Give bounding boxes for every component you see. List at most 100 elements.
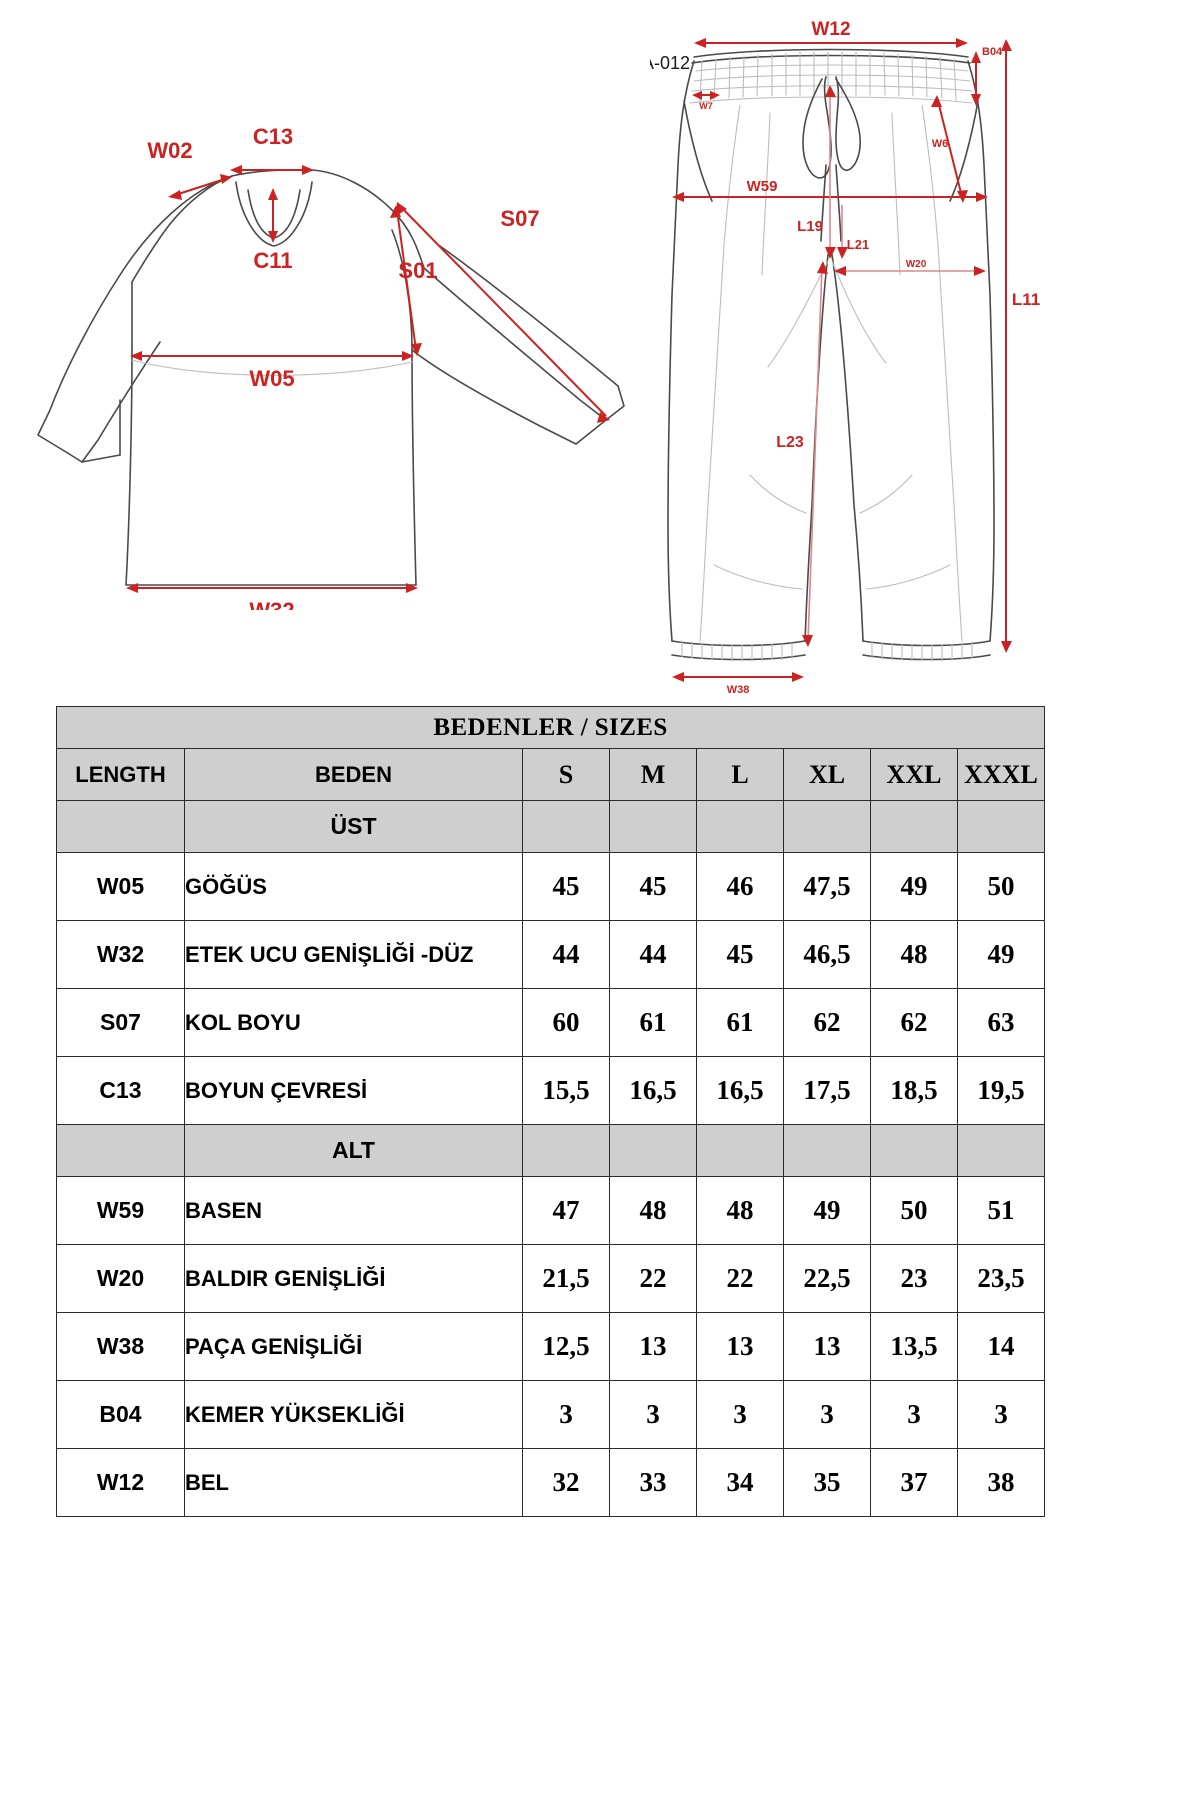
measurement-name: KEMER YÜKSEKLİĞİ <box>184 1380 523 1449</box>
section-label: ALT <box>184 1124 523 1177</box>
header-size-l: L <box>696 748 784 801</box>
section-empty-cell <box>522 800 610 853</box>
measurement-value: 33 <box>609 1448 697 1517</box>
measurement-name: BASEN <box>184 1176 523 1245</box>
measurement-value: 3 <box>870 1380 958 1449</box>
section-empty-cell <box>870 800 958 853</box>
measurement-value: 50 <box>870 1176 958 1245</box>
section-empty-cell <box>783 800 871 853</box>
table-row: B04 KEMER YÜKSEKLİĞİ 3 3 3 3 3 3 <box>56 1380 1046 1449</box>
technical-drawings-area: W02 C13 C11 S01 S07 W05 W32 <box>0 0 1200 700</box>
measurement-value: 22 <box>696 1244 784 1313</box>
pants-drape-lines <box>699 76 963 642</box>
measurement-value: 45 <box>522 852 610 921</box>
shirt-label-s01: S01 <box>398 258 437 283</box>
measurement-code: W59 <box>56 1176 185 1245</box>
pants-dimension-lines <box>672 38 1012 682</box>
header-size-m: M <box>609 748 697 801</box>
measurement-value: 21,5 <box>522 1244 610 1313</box>
table-title-row: BEDENLER / SIZES <box>55 706 1046 749</box>
pants-label-w59: W59 <box>747 178 778 195</box>
pants-label-l11: L11 <box>1012 290 1040 309</box>
measurement-value: 60 <box>522 988 610 1057</box>
pants-label-w12: W12 <box>811 19 850 40</box>
table-row: W20 BALDIR GENİŞLİĞİ 21,5 22 22 22,5 23 23,5 <box>56 1244 1046 1313</box>
section-row: ALT <box>56 1124 1046 1177</box>
section-empty-cell <box>522 1124 610 1177</box>
jogger-pants-technical-drawing: W12 A-012 W7 B04 W6 W59 L19 L21 W20 L11 … <box>650 19 1040 695</box>
measurement-value: 23 <box>870 1244 958 1313</box>
pants-label-w6: W6 <box>932 138 949 150</box>
measurement-code: W20 <box>56 1244 185 1313</box>
pants-label-w7: W7 <box>699 101 713 111</box>
measurement-value: 3 <box>783 1380 871 1449</box>
pants-outline <box>667 48 995 662</box>
measurement-value: 22,5 <box>783 1244 871 1313</box>
header-size-s: S <box>522 748 610 801</box>
section-label: ÜST <box>184 800 523 853</box>
shirt-label-c13: C13 <box>253 124 293 149</box>
measurement-value: 45 <box>696 920 784 989</box>
table-header-row: LENGTH BEDEN S M L XL XXL XXXL <box>56 748 1046 801</box>
measurement-code: S07 <box>56 988 185 1057</box>
measurement-value: 3 <box>956 1380 1046 1449</box>
section-empty-cell <box>956 1124 1046 1177</box>
measurement-value: 61 <box>609 988 697 1057</box>
measurement-value: 62 <box>783 988 871 1057</box>
shirt-dimension-lines <box>126 165 610 593</box>
shirt-label-c11: C11 <box>253 248 292 273</box>
section-empty-cell <box>783 1124 871 1177</box>
section-empty-cell <box>609 800 697 853</box>
shirt-label-s07: S07 <box>500 206 539 231</box>
measurement-code: W12 <box>56 1448 185 1517</box>
pants-label-l19: L19 <box>797 218 823 235</box>
pants-label-l23: L23 <box>776 434 804 451</box>
table-row: W05 GÖĞÜS 45 45 46 47,5 49 50 <box>56 852 1046 921</box>
measurement-value: 61 <box>696 988 784 1057</box>
table-row: W12 BEL 32 33 34 35 37 38 <box>56 1448 1046 1517</box>
section-spacer <box>56 800 185 853</box>
measurement-value: 13 <box>696 1312 784 1381</box>
measurement-value: 3 <box>522 1380 610 1449</box>
shirt-label-w05: W05 <box>249 366 294 391</box>
measurement-value: 13,5 <box>870 1312 958 1381</box>
shirt-label-w02: W02 <box>147 138 192 163</box>
measurement-code: B04 <box>56 1380 185 1449</box>
section-empty-cell <box>696 1124 784 1177</box>
long-sleeve-top-technical-drawing: W02 C13 C11 S01 S07 W05 W32 <box>37 124 625 610</box>
table-row: C13 BOYUN ÇEVRESİ 15,5 16,5 16,5 17,5 18,5 19,5 <box>56 1056 1046 1125</box>
measurement-value: 37 <box>870 1448 958 1517</box>
measurement-value: 49 <box>956 920 1046 989</box>
measurement-value: 16,5 <box>609 1056 697 1125</box>
header-beden: BEDEN <box>184 748 523 801</box>
measurement-value: 45 <box>609 852 697 921</box>
measurement-value: 48 <box>870 920 958 989</box>
measurement-value: 18,5 <box>870 1056 958 1125</box>
shirt-outline <box>37 169 625 586</box>
measurement-name: BALDIR GENİŞLİĞİ <box>184 1244 523 1313</box>
measurement-code: C13 <box>56 1056 185 1125</box>
measurement-value: 13 <box>783 1312 871 1381</box>
section-empty-cell <box>696 800 784 853</box>
size-table-container: BEDENLER / SIZES LENGTH BEDEN S M L XL XXL XXXL Ü… <box>55 706 1046 1517</box>
measurement-name: PAÇA GENİŞLİĞİ <box>184 1312 523 1381</box>
shirt-detail-lines <box>131 359 413 376</box>
measurement-value: 47,5 <box>783 852 871 921</box>
measurement-value: 50 <box>956 852 1046 921</box>
measurement-name: GÖĞÜS <box>184 852 523 921</box>
measurement-value: 62 <box>870 988 958 1057</box>
measurement-value: 35 <box>783 1448 871 1517</box>
header-size-xl: XL <box>783 748 871 801</box>
header-length: LENGTH <box>56 748 185 801</box>
measurement-code: W38 <box>56 1312 185 1381</box>
pants-label-b04: B04 <box>982 46 1003 58</box>
table-title: BEDENLER / SIZES <box>55 706 1046 749</box>
measurement-value: 44 <box>609 920 697 989</box>
section-empty-cell <box>956 800 1046 853</box>
measurement-value: 14 <box>956 1312 1046 1381</box>
table-row: S07 KOL BOYU 60 61 61 62 62 63 <box>56 988 1046 1057</box>
pants-label-l21: L21 <box>847 237 869 252</box>
section-row: ÜST <box>56 800 1046 853</box>
measurement-name: KOL BOYU <box>184 988 523 1057</box>
